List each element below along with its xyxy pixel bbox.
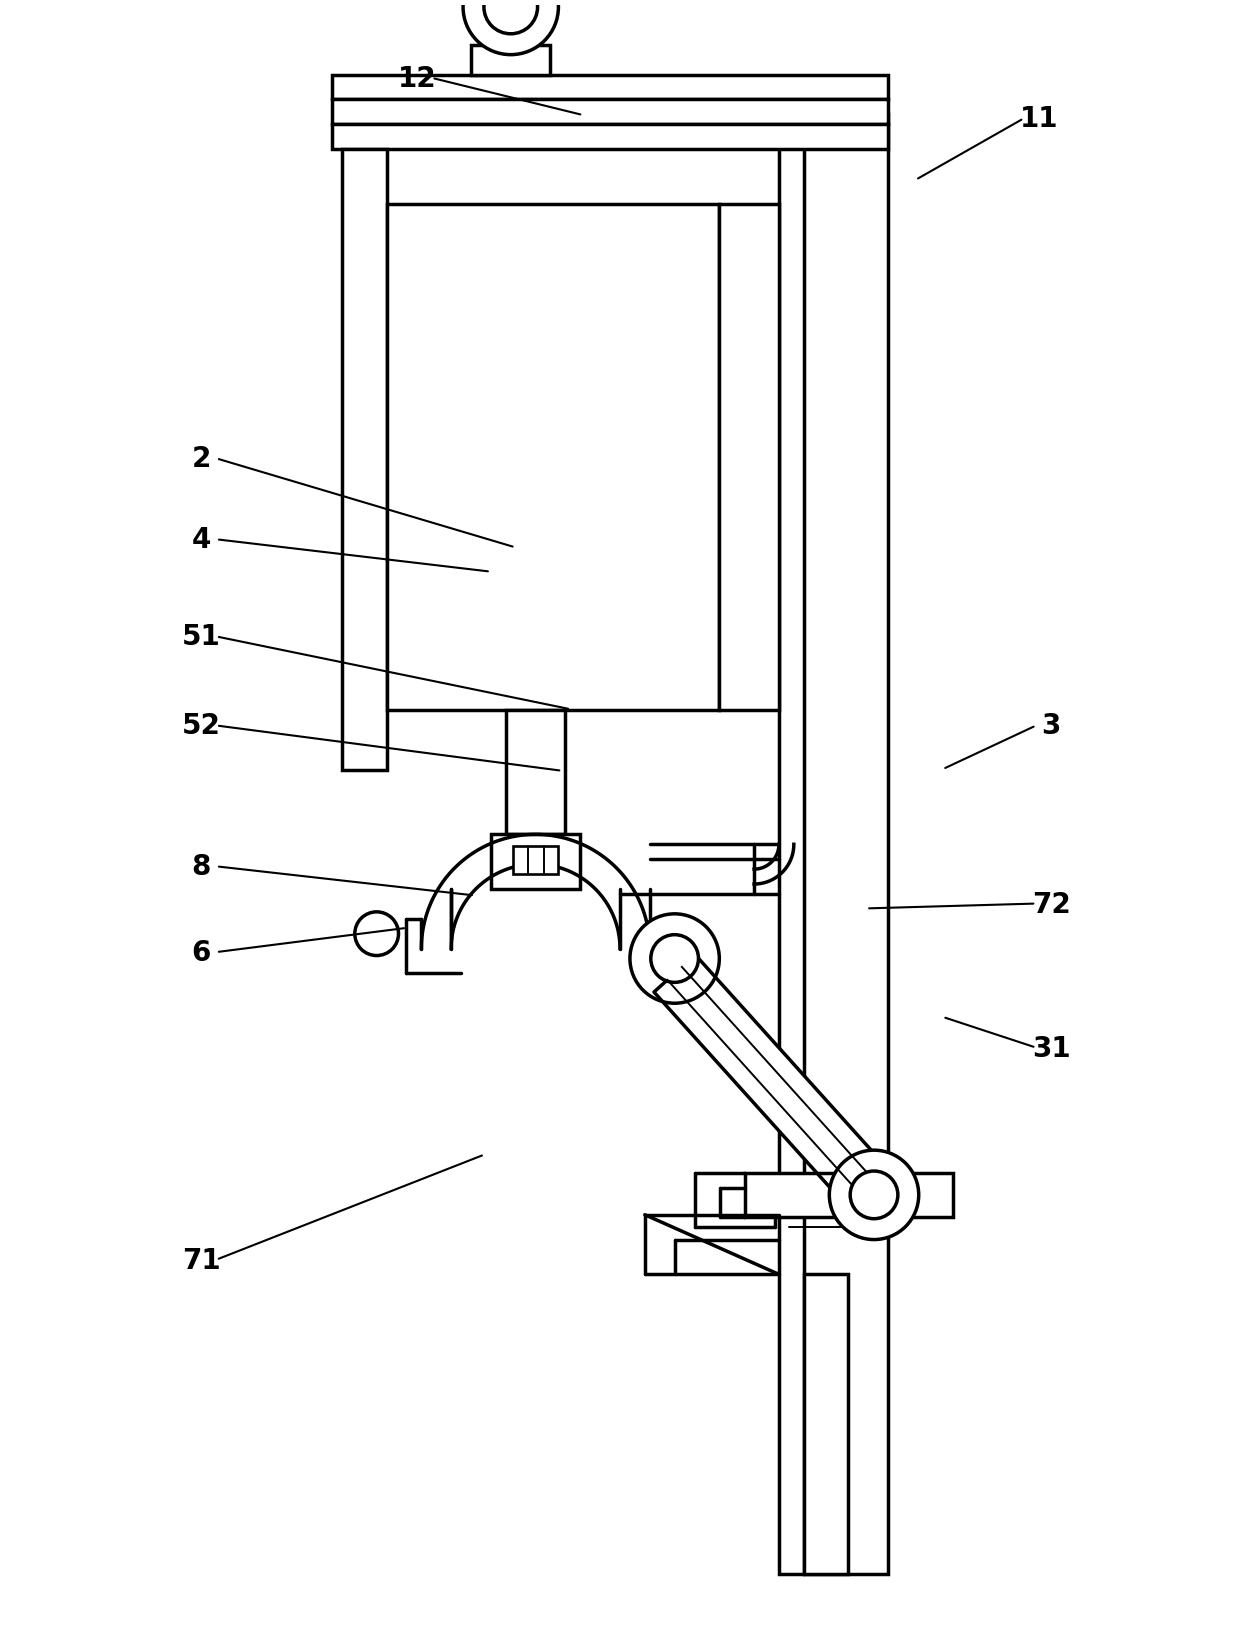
Text: 11: 11 [1019,106,1058,134]
Circle shape [651,936,698,983]
Circle shape [630,914,719,1004]
Circle shape [830,1151,919,1240]
Text: 31: 31 [1032,1033,1070,1063]
Circle shape [355,913,398,955]
Bar [779,116,888,1575]
Text: 4: 4 [191,526,211,554]
Bar [332,126,888,150]
Text: 3: 3 [1042,712,1060,740]
Text: 71: 71 [182,1245,221,1275]
Text: 72: 72 [1032,890,1070,918]
Bar [804,1275,848,1575]
Bar [719,204,779,711]
Text: 52: 52 [182,712,221,740]
Polygon shape [653,955,895,1214]
Text: 51: 51 [182,623,221,650]
Text: 6: 6 [191,939,211,967]
Bar [332,75,888,101]
Bar [491,835,580,890]
Bar [506,711,565,835]
Bar [342,150,387,771]
Text: 8: 8 [191,852,211,880]
Bar [387,204,719,711]
Bar [513,846,558,875]
Circle shape [484,0,538,34]
Bar [332,101,888,126]
Circle shape [851,1172,898,1219]
Circle shape [463,0,558,55]
Text: 12: 12 [398,65,436,93]
Text: 2: 2 [191,445,211,473]
Bar [745,1174,954,1218]
Bar [471,46,551,75]
